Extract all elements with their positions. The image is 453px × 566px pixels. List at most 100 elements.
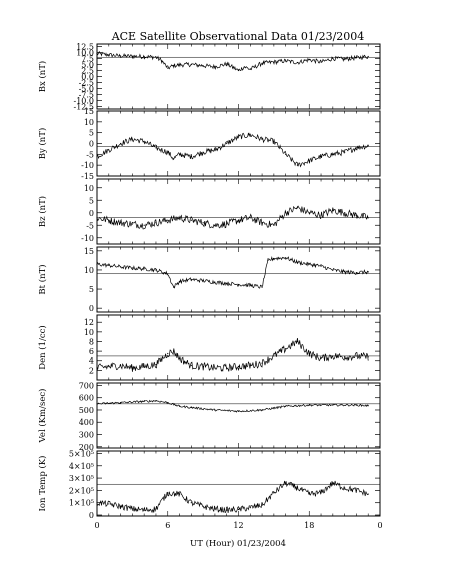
- y-tick-label: 10: [84, 118, 94, 127]
- x-tick-label: 12: [233, 521, 243, 530]
- data-point: [202, 65, 204, 67]
- data-point: [214, 409, 216, 411]
- y-tick-label: 2: [89, 366, 94, 375]
- data-point: [131, 223, 133, 225]
- data-point: [249, 284, 251, 286]
- data-point: [285, 60, 287, 62]
- x-tick-label: 0: [94, 521, 99, 530]
- series-line: [96, 256, 369, 289]
- y-tick-label: 300: [79, 431, 94, 440]
- data-point: [261, 504, 263, 506]
- y-tick-label: 12.5: [76, 42, 94, 51]
- panels: 12.510.07.55.02.50.0-2.5-5.0-7.5-10.0-12…: [37, 42, 383, 530]
- data-point: [173, 286, 175, 288]
- data-point: [273, 140, 275, 142]
- data-point: [237, 136, 240, 138]
- data-point: [332, 269, 334, 271]
- data-point: [296, 487, 299, 489]
- data-point: [344, 356, 346, 358]
- data-point: [155, 363, 157, 366]
- y-tick-label: 3×10⁵: [69, 474, 94, 483]
- data-point: [131, 508, 133, 510]
- y-tick-label: 4: [89, 357, 94, 366]
- data-point: [332, 57, 334, 60]
- data-point: [296, 207, 299, 209]
- y-tick-label: 2.5: [81, 66, 94, 75]
- y-tick-label: 0: [89, 511, 94, 520]
- y-tick-label: 200: [79, 443, 94, 452]
- data-point: [143, 365, 145, 368]
- data-point: [355, 147, 358, 149]
- data-point: [285, 153, 287, 155]
- data-point: [214, 149, 216, 151]
- data-point: [237, 283, 240, 286]
- y-tick-label: 10: [84, 266, 94, 275]
- data-point: [131, 267, 133, 269]
- y-tick-label: -5: [86, 221, 94, 230]
- y-tick-label: 15: [84, 247, 94, 256]
- data-point: [320, 357, 322, 359]
- data-point: [155, 222, 157, 224]
- y-tick-label: 8: [89, 337, 94, 346]
- data-point: [273, 61, 275, 63]
- data-point: [267, 259, 269, 261]
- y-tick-label: 10.0: [76, 48, 94, 57]
- data-point: [161, 60, 163, 62]
- y-tick-label: -2.5: [79, 79, 94, 88]
- y-tick-label: 7.5: [81, 54, 94, 63]
- data-point: [285, 348, 287, 350]
- panel-bt: 15 10 5 0 Bt (nT): [37, 246, 381, 313]
- y-tick-label: 5: [89, 196, 94, 205]
- y-tick-label: -7.5: [79, 91, 94, 100]
- data-point: [178, 405, 181, 407]
- data-point: [178, 64, 181, 66]
- y-tick-label: 5: [89, 285, 94, 294]
- data-point: [178, 153, 181, 155]
- data-point: [119, 364, 122, 367]
- data-point: [155, 508, 157, 510]
- data-point: [308, 404, 310, 406]
- data-point: [190, 406, 192, 409]
- y-tick-label: 600: [79, 394, 94, 403]
- data-point: [167, 151, 169, 153]
- y-tick-label: 1×10⁵: [69, 499, 94, 508]
- data-point: [355, 355, 358, 357]
- data-point: [108, 149, 110, 151]
- y-tick-label: -12.5: [73, 103, 94, 112]
- data-point: [273, 407, 275, 409]
- data-point: [214, 508, 216, 510]
- series-line: [96, 338, 369, 372]
- data-point: [355, 489, 358, 491]
- y-axis-label: Bt (nT): [37, 264, 48, 294]
- data-point: [155, 56, 157, 58]
- x-tick-label: 18: [304, 521, 314, 530]
- data-point: [344, 212, 346, 214]
- panel-vel: 700 600 500 400 300 200 Vel (Km/sec): [37, 381, 381, 452]
- data-point: [143, 224, 145, 226]
- data-point: [344, 151, 346, 153]
- data-point: [167, 352, 169, 355]
- series-line: [96, 480, 369, 514]
- series-line: [96, 132, 369, 168]
- data-point: [143, 268, 145, 270]
- data-point: [202, 280, 204, 282]
- plot-frame: [96, 110, 381, 177]
- data-point: [131, 367, 133, 369]
- data-point: [261, 222, 263, 224]
- data-point: [190, 63, 192, 66]
- data-point: [261, 138, 263, 140]
- data-point: [261, 62, 263, 64]
- y-axis-label: Den (1/cc): [37, 325, 48, 369]
- data-point: [167, 67, 169, 69]
- data-point: [131, 138, 133, 140]
- data-point: [367, 405, 369, 407]
- data-point: [226, 142, 228, 145]
- data-point: [308, 352, 310, 355]
- plot-frame: [96, 178, 381, 245]
- data-point: [190, 219, 192, 221]
- data-point: [96, 367, 98, 369]
- data-point: [155, 269, 157, 271]
- data-point: [249, 364, 251, 367]
